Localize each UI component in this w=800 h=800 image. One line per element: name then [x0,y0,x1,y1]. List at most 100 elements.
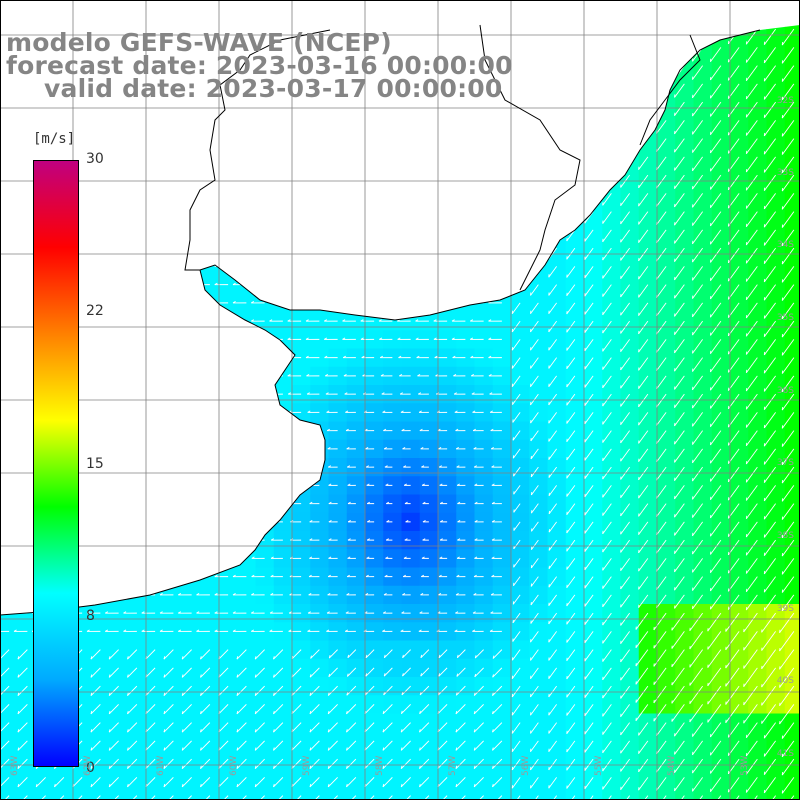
wind-cell [273,147,293,167]
wind-arrow-head [214,155,218,158]
wind-cell [784,220,800,240]
wind-arrow-head [86,483,90,486]
wind-cell [273,312,293,331]
wind-arrow-head [13,301,17,304]
wind-cell [310,166,330,185]
wind-arrow-head [13,428,17,432]
wind-arrow-head [324,209,328,213]
wind-cell [109,786,129,800]
wind-arrow [745,28,758,45]
wind-arrow-head [251,483,255,486]
wind-cell [292,622,311,642]
wind-cell [127,494,147,514]
wind-cell [91,220,111,240]
wind-arrow [781,156,795,174]
wind-cell [328,531,348,550]
wind-cell [346,129,366,149]
wind-cell [255,439,275,459]
wind-arrow [745,101,758,118]
wind-cell [237,476,257,496]
wind-cell [310,786,330,800]
wind-cell [474,531,494,550]
wind-arrow-head [105,501,109,505]
wind-cell [547,25,567,39]
wind-cell [292,366,311,386]
wind-cell [474,129,494,149]
wind-cell [0,129,19,149]
wind-arrow [656,193,667,207]
wind-arrow [781,138,795,155]
wind-arrow-head [159,556,163,559]
wind-arrow-head [178,209,182,213]
wind-arrow-head [360,301,364,304]
wind-cell [383,220,403,240]
wind-arrow [638,28,649,43]
wind-cell [383,403,403,423]
wind-arrow-head [123,246,127,249]
wind-cell [310,585,330,605]
wind-arrow [602,193,612,206]
wind-cell [127,275,147,295]
wind-cell [784,458,800,477]
wind-arrow-head [141,355,145,359]
wind-arrow-head [470,173,474,176]
wind-cell [146,293,165,313]
wind-arrow-head [13,556,17,559]
wind-cell [200,421,220,441]
wind-cell [146,494,165,514]
wind-arrow-head [360,246,364,249]
wind-cell [91,111,111,131]
wind-arrow-head [324,301,328,304]
wind-cell [164,257,184,277]
wind-cell [127,312,147,331]
wind-cell [456,512,476,532]
wind-cell [328,458,348,477]
wind-cell [529,74,549,94]
wind-cell [419,257,439,277]
wind-arrow [781,83,795,101]
wind-arrow-head [196,520,200,523]
wind-cell [474,184,494,204]
wind-arrow [745,138,758,155]
wind-cell [401,330,421,350]
wind-cell [146,147,165,167]
wind-arrow-head [378,173,382,176]
wind-arrow-head [397,246,401,249]
wind-cell [784,604,800,623]
wind-cell [328,403,348,423]
wind-cell [638,25,658,39]
wind-arrow-head [214,228,218,231]
wind-cell [438,385,457,404]
wind-arrow-head [13,538,17,541]
wind-cell [602,111,622,131]
wind-cell [328,166,348,185]
wind-cell [474,275,494,295]
wind-cell [182,330,202,350]
wind-cell [602,786,622,800]
wind-arrow-head [488,191,492,194]
wind-cell [0,147,19,167]
wind-cell [438,129,457,149]
wind-cell [0,330,19,350]
wind-cell [784,166,800,185]
wind-arrow-head [269,301,273,304]
wind-arrow [710,47,722,62]
wind-arrow-head [86,209,90,213]
wind-arrow-head [141,155,145,158]
wind-cell [91,366,111,386]
wind-arrow-head [86,593,90,596]
wind-cell [529,202,549,222]
wind-cell [383,476,403,496]
wind-cell [91,184,111,204]
wind-cell [346,147,366,167]
wind-cell [164,531,184,550]
wind-arrow-head [269,428,273,432]
wind-arrow-head [105,428,109,432]
wind-cell [273,239,293,258]
wind-cell [164,348,184,368]
wind-cell [419,458,439,477]
wind-arrow-head [287,228,291,231]
wind-arrow-head [488,282,492,286]
wind-arrow-head [251,282,255,286]
